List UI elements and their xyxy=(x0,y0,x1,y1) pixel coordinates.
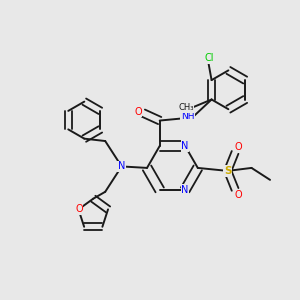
Text: S: S xyxy=(224,166,231,176)
Text: NH: NH xyxy=(181,112,194,121)
Text: Cl: Cl xyxy=(204,53,214,63)
Text: N: N xyxy=(182,141,189,151)
Text: N: N xyxy=(182,185,189,195)
Text: O: O xyxy=(75,204,83,214)
Text: O: O xyxy=(235,190,242,200)
Text: O: O xyxy=(134,106,142,117)
Text: N: N xyxy=(118,161,125,171)
Text: CH₃: CH₃ xyxy=(178,103,194,112)
Text: O: O xyxy=(235,142,242,152)
